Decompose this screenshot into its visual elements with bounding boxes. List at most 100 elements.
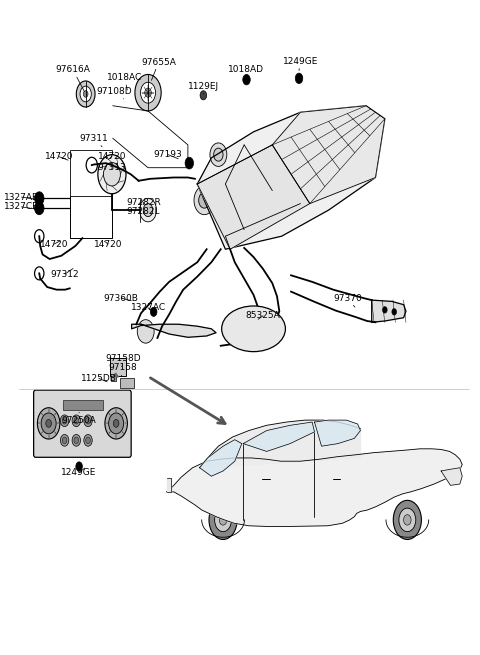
Circle shape [76,462,83,471]
Circle shape [399,508,416,532]
Text: 85325A: 85325A [246,311,280,320]
Circle shape [76,81,95,107]
Polygon shape [372,300,406,322]
Circle shape [35,192,44,205]
Text: 14720: 14720 [98,152,126,161]
Polygon shape [314,420,360,446]
Polygon shape [200,420,360,468]
Polygon shape [200,440,242,476]
Text: 97108D: 97108D [96,87,132,99]
Circle shape [84,415,92,426]
Circle shape [144,204,153,217]
Bar [109,358,126,377]
Text: 14720: 14720 [40,240,69,248]
Circle shape [404,515,411,525]
Circle shape [62,437,67,443]
Circle shape [210,143,227,166]
Text: 14720: 14720 [94,240,122,248]
Circle shape [46,419,51,427]
Polygon shape [272,105,385,204]
Polygon shape [167,477,171,492]
Circle shape [85,417,90,424]
Circle shape [200,91,207,100]
Circle shape [137,320,154,343]
Polygon shape [197,105,385,250]
Circle shape [105,407,127,439]
Text: 1249GE: 1249GE [283,57,318,71]
Circle shape [243,75,250,85]
Polygon shape [243,422,314,451]
Circle shape [244,316,263,342]
Circle shape [98,155,126,194]
Circle shape [60,434,69,446]
Ellipse shape [222,306,286,352]
Text: 97370: 97370 [333,293,362,307]
Circle shape [214,148,223,161]
Polygon shape [113,373,119,377]
Bar [70,196,112,238]
Circle shape [150,307,157,316]
Circle shape [383,307,387,313]
Circle shape [84,434,92,446]
Text: 1018AC: 1018AC [107,73,142,90]
Text: 1327CB: 1327CB [4,202,39,212]
Circle shape [62,417,67,424]
Circle shape [225,445,233,457]
FancyBboxPatch shape [34,390,131,457]
Text: 97616A: 97616A [56,66,90,92]
Polygon shape [167,449,462,527]
Text: 14720: 14720 [45,152,73,161]
Circle shape [141,83,156,103]
Circle shape [74,417,79,424]
Text: 97282R: 97282R [126,198,161,207]
Text: 97250A: 97250A [62,412,96,424]
Text: 1249GE: 1249GE [61,468,97,477]
Text: 97312: 97312 [51,269,79,278]
Text: 97311: 97311 [80,134,108,147]
Bar [70,150,112,238]
Circle shape [392,309,396,315]
Circle shape [199,193,210,208]
Circle shape [74,437,79,443]
Circle shape [108,413,124,434]
Circle shape [72,415,81,426]
Circle shape [104,162,120,186]
Text: 97158D: 97158D [106,354,141,367]
Circle shape [60,415,69,426]
Text: 1125DB: 1125DB [81,374,117,383]
Circle shape [194,186,215,215]
Circle shape [135,75,161,111]
Polygon shape [197,145,310,250]
Circle shape [37,407,60,439]
Text: 97313: 97313 [97,163,126,172]
Circle shape [185,157,193,169]
Circle shape [145,88,151,97]
Circle shape [35,202,44,215]
Circle shape [113,419,119,427]
Circle shape [72,434,81,446]
Circle shape [85,437,90,443]
Text: 1327AC: 1327AC [131,303,166,312]
Polygon shape [132,324,216,337]
Bar [63,400,103,410]
Text: 1018AD: 1018AD [228,66,264,79]
Text: 97655A: 97655A [142,58,176,81]
Circle shape [215,508,231,532]
Circle shape [393,500,421,540]
Circle shape [140,198,156,222]
Text: 1129EJ: 1129EJ [188,82,219,94]
Text: 1327AB: 1327AB [4,193,39,202]
Circle shape [84,91,88,97]
Circle shape [209,500,237,540]
Polygon shape [441,468,462,485]
Text: 97193: 97193 [154,150,182,159]
Text: 97282L: 97282L [127,207,160,216]
Bar [110,377,116,381]
Circle shape [295,73,303,84]
Text: 97360B: 97360B [104,293,139,303]
Bar [120,378,134,388]
Circle shape [80,86,91,102]
Circle shape [219,515,227,525]
Circle shape [41,413,56,434]
Text: 97158: 97158 [109,364,138,376]
